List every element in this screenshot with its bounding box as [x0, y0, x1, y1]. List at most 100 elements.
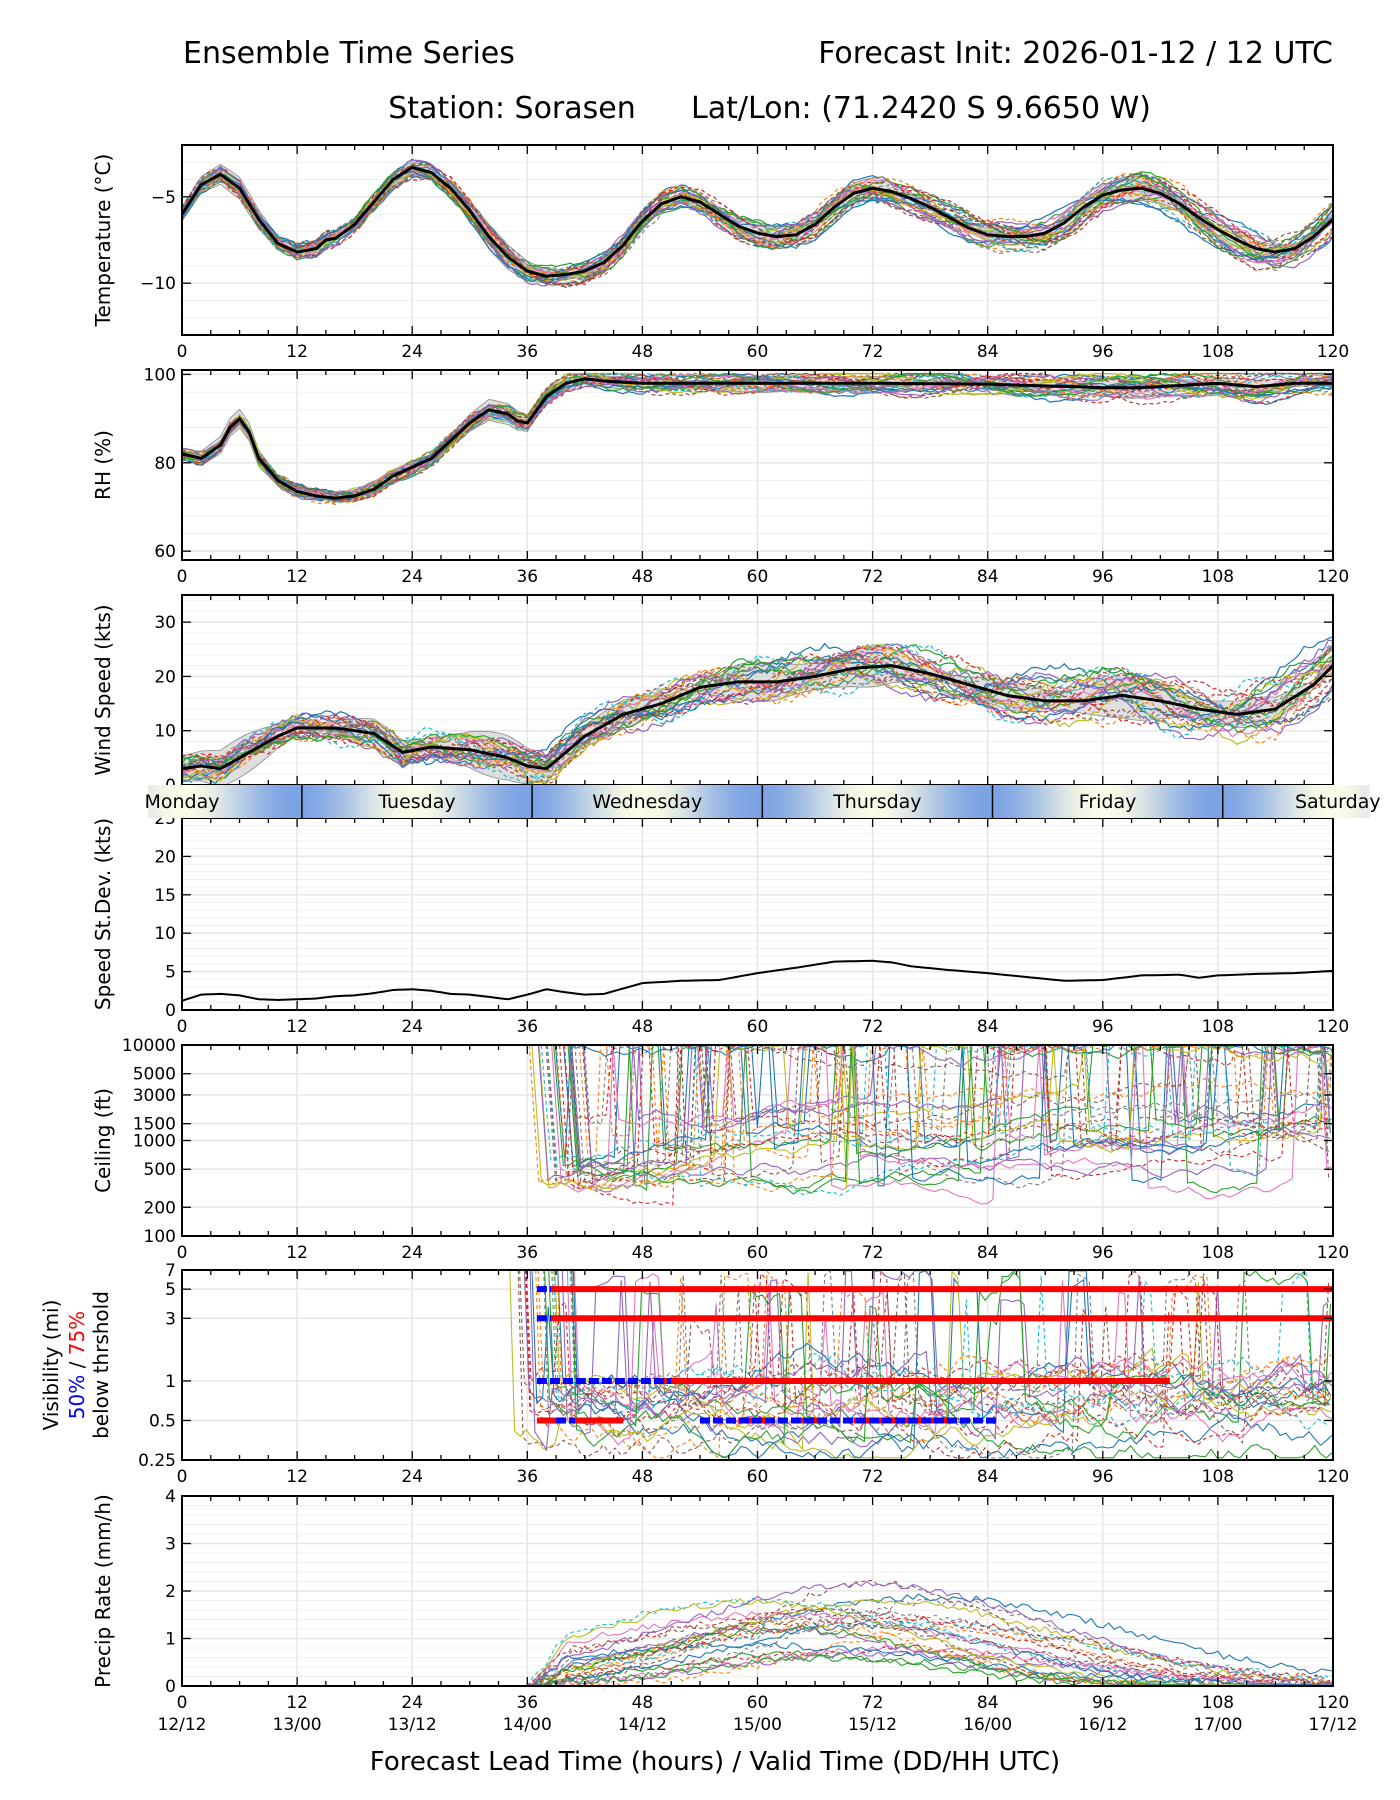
x-tick-label: 96	[1092, 1017, 1114, 1037]
valid-time-label: 15/00	[733, 1715, 782, 1735]
temperature-ylabel: Temperature (°C)	[91, 154, 115, 328]
y-tick-label: 80	[154, 454, 176, 474]
y-tick-label: 4	[165, 1487, 176, 1507]
x-tick-label: 120	[1317, 1693, 1349, 1713]
ceiling-plot-area	[528, 1045, 1333, 1206]
wind_speed-ylabel: Wind Speed (kts)	[91, 604, 115, 775]
precip-member-line	[527, 1598, 1333, 1686]
x-tick-label: 120	[1317, 1467, 1349, 1487]
ceiling-member-line	[570, 1045, 1330, 1184]
wind_speed-member-line	[182, 649, 1333, 785]
ceiling-member-line	[545, 1045, 1333, 1182]
ceiling-member-line	[531, 1045, 1331, 1191]
valid-time-label: 16/12	[1078, 1715, 1127, 1735]
y-tick-label: 500	[144, 1160, 176, 1180]
x-tick-label: 72	[862, 1467, 884, 1487]
x-tick-label: 0	[177, 1693, 188, 1713]
precip-member-line	[527, 1646, 1333, 1686]
valid-time-label: 15/12	[848, 1715, 897, 1735]
y-tick-label: 200	[144, 1198, 176, 1218]
rh-member-line	[182, 373, 1333, 502]
rh-x-axis: 0 12 24 36 48 60 72 84 96 108 120	[177, 370, 1349, 587]
ceiling-member-line	[581, 1045, 1330, 1187]
x-tick-label: 24	[401, 1243, 423, 1263]
temperature-x-axis: 0 12 24 36 48 60 72 84 96 108 120	[177, 145, 1349, 362]
ceiling-member-line	[578, 1045, 1332, 1173]
y-tick-label: 30	[154, 613, 176, 633]
x-tick-label: 12	[286, 1017, 308, 1037]
wind_speed-member-line	[182, 656, 1333, 769]
precip-member-line	[527, 1580, 1333, 1686]
x-tick-label: 108	[1202, 567, 1234, 587]
x-tick-label: 72	[862, 1243, 884, 1263]
legend-75pct: 75%	[65, 1311, 89, 1355]
x-tick-label: 36	[516, 1467, 538, 1487]
x-tick-label: 36	[516, 1693, 538, 1713]
x-tick-label: 24	[401, 567, 423, 587]
precip-member-line	[526, 1597, 1333, 1686]
panels: 0 12 24 36 48 60 72 84 96 108 120−10−5Temperature …	[39, 144, 1358, 1735]
wind_speed-ensemble-mean	[182, 664, 1333, 771]
precip-member-line	[526, 1610, 1333, 1686]
x-tick-label: 60	[747, 1017, 769, 1037]
wind_speed-member-line	[182, 652, 1333, 777]
y-tick-label: 0	[165, 1001, 176, 1021]
x-tick-label: 60	[747, 1467, 769, 1487]
valid-time-label: 12/12	[158, 1715, 207, 1735]
valid-time-label: 17/00	[1193, 1715, 1242, 1735]
x-tick-label: 84	[977, 567, 999, 587]
y-tick-label: 2	[165, 1582, 176, 1602]
x-tick-label: 24	[401, 1017, 423, 1037]
x-tick-label: 12	[286, 1467, 308, 1487]
wind_speed-member-line	[182, 665, 1333, 784]
y-tick-label: 10000	[122, 1036, 176, 1056]
x-tick-label: 72	[862, 342, 884, 362]
precip-member-line	[527, 1621, 1333, 1686]
visibility-member-line	[543, 1270, 1332, 1459]
precip_rate-y-axis: 0 1 2 3 4 Precip Rate (mm/h)	[91, 1487, 1333, 1697]
forecast-init-label: Forecast Init: 2026-01-12 / 12 UTC	[818, 36, 1333, 71]
x-tick-label: 0	[177, 1243, 188, 1263]
y-tick-label: −10	[140, 274, 176, 294]
y-tick-label: 5	[165, 963, 176, 983]
precip_rate-plot-area	[526, 1579, 1333, 1686]
visibility-member-line	[570, 1270, 1331, 1410]
y-tick-label: 100	[144, 365, 176, 385]
x-tick-label: 84	[977, 1243, 999, 1263]
temperature-member-line	[182, 165, 1333, 279]
temperature-member-line	[182, 170, 1333, 277]
y-tick-label: 60	[154, 542, 176, 562]
figure-title: Ensemble Time Series	[183, 36, 515, 71]
x-tick-label: 84	[977, 1017, 999, 1037]
valid-time-label: 14/00	[503, 1715, 552, 1735]
y-tick-label: 15	[154, 886, 176, 906]
wind_speed-member-line	[182, 646, 1333, 785]
visibility-plot-area	[509, 1270, 1333, 1459]
x-tick-label: 36	[516, 1017, 538, 1037]
precip-member-line	[527, 1616, 1333, 1686]
wind_speed-member-line	[182, 645, 1333, 768]
x-tick-label: 108	[1202, 1243, 1234, 1263]
precip-member-line	[527, 1598, 1333, 1686]
y-tick-label: 10	[154, 924, 176, 944]
speed_stdev-grid	[181, 817, 1334, 1011]
x-tick-label: 84	[977, 342, 999, 362]
x-tick-label: 120	[1317, 567, 1349, 587]
x-tick-label: 12	[286, 1243, 308, 1263]
visibility-member-line	[535, 1270, 1330, 1459]
x-tick-label: 72	[862, 1017, 884, 1037]
x-tick-label: 108	[1202, 342, 1234, 362]
visibility-member-line	[544, 1270, 1333, 1459]
visibility-member-line	[571, 1270, 1332, 1459]
ceiling-x-axis: 0 12 24 36 48 60 72 84 96 108 120	[177, 1045, 1349, 1263]
x-tick-label: 120	[1317, 1243, 1349, 1263]
x-tick-label: 0	[177, 342, 188, 362]
x-tick-label: 0	[177, 1467, 188, 1487]
wind_speed-member-line	[182, 647, 1333, 779]
day-label-monday: Monday	[144, 791, 219, 813]
ceiling-member-line	[556, 1045, 1333, 1178]
ceiling-member-line	[551, 1045, 1333, 1200]
visibility-member-line	[548, 1270, 1331, 1444]
temperature-y-axis: −10 −5 Temperature (°C)	[91, 154, 1333, 328]
